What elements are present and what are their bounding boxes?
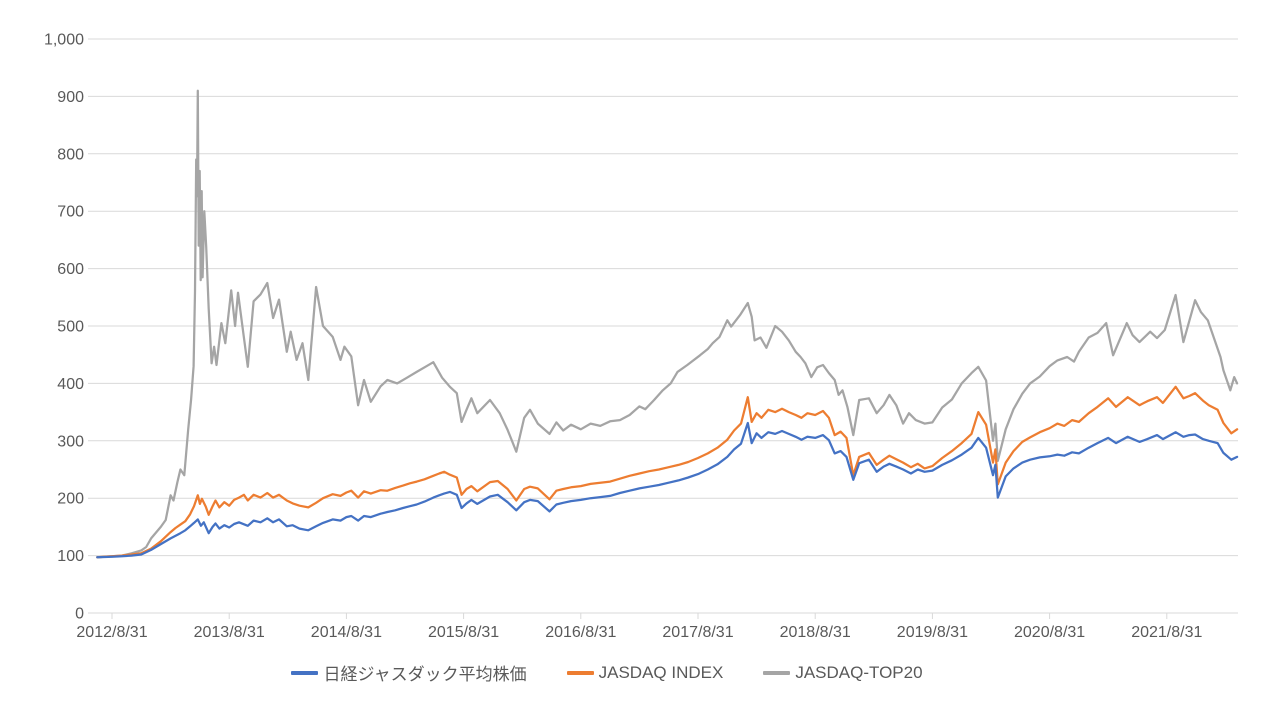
legend-line-marker	[566, 670, 594, 675]
y-tick-label: 400	[57, 376, 84, 393]
x-tick-label: 2021/8/31	[1131, 624, 1202, 641]
chart-legend: 日経ジャスダック平均株価 JASDAQ INDEX JASDAQ-TOP20	[0, 660, 1280, 685]
legend-line-marker	[291, 670, 319, 675]
y-tick-label: 500	[57, 319, 84, 336]
legend-label: 日経ジャスダック平均株価	[323, 665, 527, 684]
y-tick-label: 700	[57, 204, 84, 221]
legend-label: JASDAQ-TOP20	[795, 662, 923, 682]
x-tick-label: 2016/8/31	[545, 624, 616, 641]
y-tick-label: 900	[57, 89, 84, 106]
legend-item-1[interactable]: JASDAQ INDEX	[566, 662, 724, 683]
y-tick-label: 100	[57, 548, 84, 565]
legend-item-2[interactable]: JASDAQ-TOP20	[763, 662, 923, 683]
x-tick-label: 2017/8/31	[662, 624, 733, 641]
y-tick-label: 300	[57, 433, 84, 450]
legend-label: JASDAQ INDEX	[598, 662, 724, 682]
x-tick-label: 2014/8/31	[311, 624, 382, 641]
series-line-2	[96, 89, 1239, 559]
x-tick-label: 2015/8/31	[428, 624, 499, 641]
y-tick-label: 600	[57, 261, 84, 278]
legend-line-marker	[763, 670, 791, 675]
y-tick-label: 0	[75, 606, 84, 623]
y-tick-label: 200	[57, 491, 84, 508]
y-tick-label: 800	[57, 146, 84, 163]
y-tick-label: 1,000	[44, 32, 84, 49]
legend-item-0[interactable]: 日経ジャスダック平均株価	[291, 660, 527, 685]
series-line-1	[96, 385, 1239, 559]
x-tick-label: 2020/8/31	[1014, 624, 1085, 641]
x-tick-label: 2018/8/31	[780, 624, 851, 641]
x-tick-label: 2012/8/31	[76, 624, 147, 641]
x-tick-label: 2013/8/31	[194, 624, 265, 641]
series-line-0	[96, 421, 1239, 559]
x-tick-label: 2019/8/31	[897, 624, 968, 641]
